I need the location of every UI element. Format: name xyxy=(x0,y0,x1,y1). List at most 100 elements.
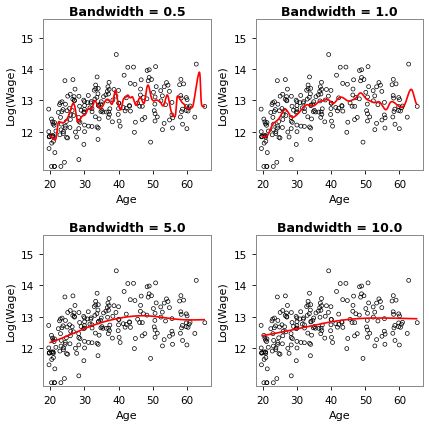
Point xyxy=(57,164,64,170)
Point xyxy=(48,332,55,339)
Point xyxy=(282,328,289,335)
Point xyxy=(109,335,116,342)
Point xyxy=(273,375,280,382)
Title: Bandwidth = 1.0: Bandwidth = 1.0 xyxy=(281,6,398,18)
Point xyxy=(115,101,122,107)
Point xyxy=(76,334,82,341)
Point xyxy=(333,288,340,295)
Point xyxy=(71,98,78,105)
Point xyxy=(45,322,52,329)
Point xyxy=(61,159,68,166)
Point xyxy=(62,317,69,324)
Point xyxy=(277,94,284,101)
Point xyxy=(116,334,123,341)
Point xyxy=(375,80,382,87)
Point xyxy=(260,380,267,386)
Point xyxy=(337,65,344,72)
Point xyxy=(123,311,130,318)
Point xyxy=(177,330,184,337)
Point xyxy=(115,101,122,107)
Point xyxy=(95,86,102,92)
Point xyxy=(310,325,317,331)
Point xyxy=(389,298,396,305)
Point xyxy=(342,64,349,71)
Point xyxy=(58,109,65,115)
Point xyxy=(126,103,133,110)
Point xyxy=(50,121,57,128)
Point xyxy=(46,133,53,140)
Point xyxy=(183,108,190,115)
Point xyxy=(106,112,113,118)
Point xyxy=(288,372,295,379)
Point xyxy=(301,340,308,346)
Point xyxy=(52,128,59,135)
Point xyxy=(317,314,323,321)
Point xyxy=(78,107,85,114)
Point xyxy=(169,100,175,106)
Point xyxy=(269,331,276,337)
X-axis label: Age: Age xyxy=(329,411,350,420)
Point xyxy=(305,82,311,89)
Point xyxy=(395,311,402,317)
Point xyxy=(64,351,71,358)
Point xyxy=(45,362,52,368)
Point xyxy=(169,125,176,132)
Point xyxy=(94,91,101,98)
Point xyxy=(396,97,403,104)
Point xyxy=(281,324,288,331)
Point xyxy=(45,146,52,153)
Point xyxy=(48,380,55,386)
Point xyxy=(130,64,137,71)
Point xyxy=(351,333,358,340)
Point xyxy=(72,130,79,136)
Point xyxy=(397,108,404,115)
Point xyxy=(111,87,118,94)
Point xyxy=(372,343,378,349)
Point xyxy=(87,321,94,328)
Point xyxy=(165,298,172,305)
Point xyxy=(100,109,106,116)
Point xyxy=(275,135,282,141)
Point xyxy=(356,284,363,291)
Point xyxy=(81,129,88,136)
Point xyxy=(169,115,176,122)
Point xyxy=(297,93,304,100)
Point xyxy=(88,99,95,106)
Point xyxy=(92,298,99,305)
Point xyxy=(106,328,113,334)
Point xyxy=(272,107,279,114)
Point xyxy=(315,92,322,99)
Point xyxy=(76,309,82,316)
Point xyxy=(360,139,366,146)
Point xyxy=(301,109,308,116)
Point xyxy=(186,105,193,112)
Point xyxy=(293,129,300,136)
Point xyxy=(307,302,314,308)
Point xyxy=(179,121,186,128)
Point xyxy=(372,93,378,100)
Point xyxy=(275,317,281,324)
Point xyxy=(277,135,284,142)
Point xyxy=(76,342,82,348)
Point xyxy=(66,341,73,348)
Point xyxy=(350,77,357,84)
Point xyxy=(390,293,397,299)
Point xyxy=(334,108,341,115)
Point xyxy=(364,310,371,317)
Point xyxy=(116,118,123,125)
Point xyxy=(260,349,267,356)
Point xyxy=(269,132,276,139)
Point xyxy=(71,314,78,321)
Point xyxy=(312,325,319,332)
Point xyxy=(126,104,133,110)
Point xyxy=(98,99,105,106)
Point xyxy=(395,108,402,115)
Point xyxy=(48,141,55,147)
Point xyxy=(162,102,169,109)
Point xyxy=(183,320,190,327)
Point xyxy=(356,312,363,319)
Point xyxy=(315,308,322,315)
Point xyxy=(148,77,155,83)
Point xyxy=(85,124,92,130)
Point xyxy=(76,126,82,133)
